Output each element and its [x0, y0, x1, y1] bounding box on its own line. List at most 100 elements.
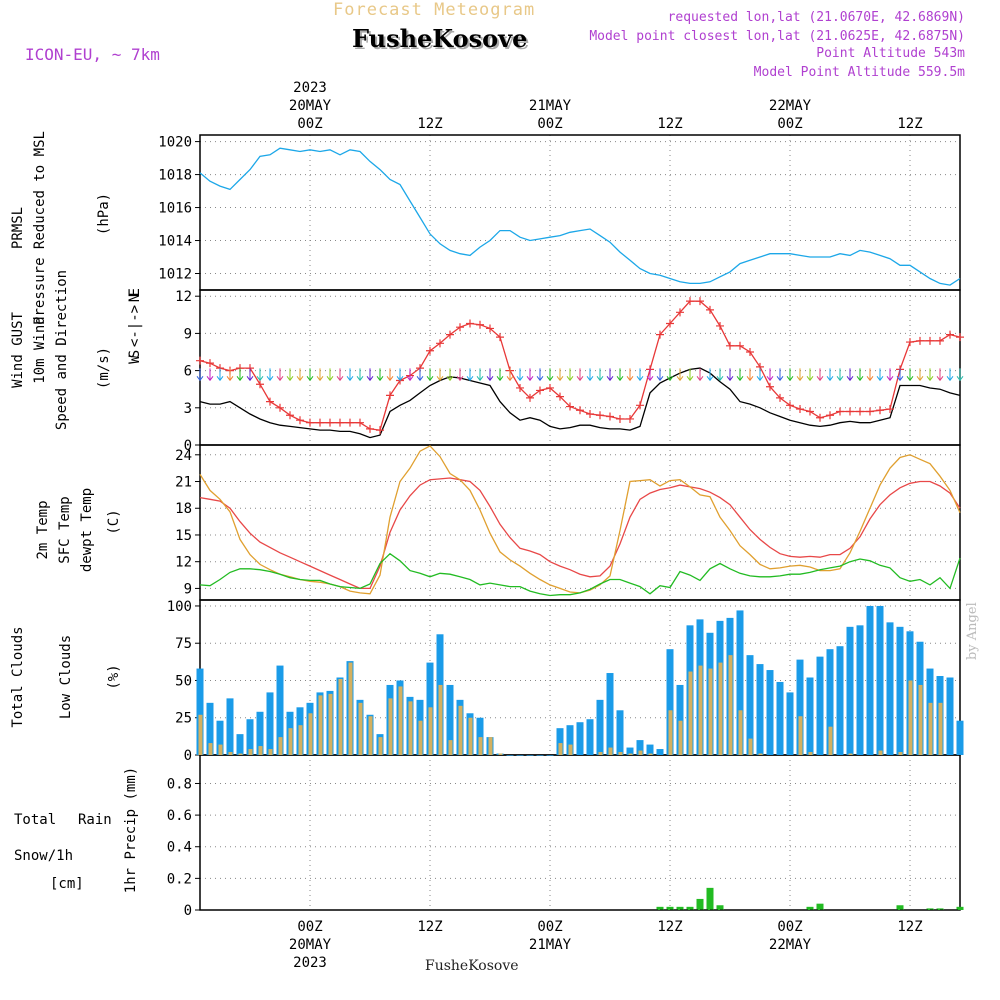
low-cloud-bar — [618, 752, 623, 755]
y-tick-label: 6 — [184, 364, 192, 380]
wind-direction-arrow — [296, 368, 304, 382]
low-cloud-bar — [408, 701, 413, 755]
y-tick-label: 0 — [184, 748, 192, 764]
low-cloud-bar — [378, 737, 383, 755]
gust-marker — [866, 407, 874, 416]
top-time-label: 21MAY — [529, 98, 572, 114]
y-tick-label: 0.6 — [167, 808, 192, 824]
gust-marker — [486, 324, 494, 333]
total-cloud-bar — [276, 665, 284, 755]
low-cloud-bar — [568, 744, 573, 755]
y-tick-label: 1016 — [158, 201, 192, 217]
gust-marker — [856, 407, 864, 416]
y-tick-label: 15 — [175, 528, 192, 544]
bottom-time-label: 00Z — [297, 919, 322, 935]
total-cloud-bar — [646, 744, 654, 755]
top-time-label: 22MAY — [769, 98, 812, 114]
wind-direction-arrow — [806, 368, 814, 382]
label-unit-c: (C) — [106, 509, 122, 534]
wind-direction-arrow — [836, 368, 844, 382]
top-time-label: 00Z — [537, 116, 562, 132]
total-cloud-bar — [206, 702, 214, 755]
wind-direction-arrow — [276, 368, 284, 382]
low-cloud-bar — [558, 743, 563, 755]
gust-marker — [706, 305, 714, 314]
rain-bar — [696, 898, 704, 910]
wind-direction-arrow — [236, 368, 244, 382]
prmsl-labels: PRMSL Pressure Reduced to MSL — [10, 131, 48, 325]
label-2m-temp: 2m Temp — [35, 500, 51, 559]
wind-direction-arrow — [956, 368, 964, 382]
wind-direction-arrow — [396, 368, 404, 382]
bottom-station-label: FusheKosove — [425, 958, 519, 974]
panel-frame — [199, 444, 961, 601]
rain-bar — [816, 903, 824, 910]
total-cloud-bar — [796, 659, 804, 755]
total-cloud-bar — [676, 684, 684, 755]
low-cloud-bar — [278, 737, 283, 755]
top-time-label: 12Z — [417, 116, 442, 132]
wind-direction-arrow — [216, 368, 224, 382]
wind-unit: (m/s) — [96, 347, 112, 389]
wind-direction-arrow — [796, 368, 804, 382]
low-cloud-bar — [428, 707, 433, 755]
compass-north: N — [127, 294, 143, 302]
panel-frame — [199, 754, 961, 911]
gust-marker — [626, 414, 634, 423]
low-cloud-bar — [218, 744, 223, 755]
wind-direction-arrow — [336, 368, 344, 382]
low-cloud-bar — [248, 749, 253, 755]
y-tick-label: 9 — [184, 581, 192, 597]
wind-direction-arrow — [846, 368, 854, 382]
low-cloud-bar — [918, 684, 923, 755]
total-cloud-bar — [806, 677, 814, 755]
wind-direction-arrow — [436, 368, 444, 382]
low-cloud-bar — [798, 716, 803, 755]
wind-direction-arrow — [196, 368, 204, 382]
y-tick-label: 9 — [184, 326, 192, 342]
wind-direction-arrow — [686, 368, 694, 382]
wind-direction-arrow — [376, 368, 384, 382]
label-unit-ms: (m/s) — [96, 347, 112, 389]
gust-marker — [746, 348, 754, 356]
total-cloud-bar — [196, 668, 204, 755]
low-cloud-bar — [208, 743, 213, 755]
total-cloud-bar — [746, 655, 754, 755]
y-tick-label: 0.4 — [167, 840, 192, 856]
bottom-time-label: 22MAY — [769, 937, 812, 953]
label-low-clouds: Low Clouds — [58, 635, 74, 719]
rain-bar — [896, 905, 904, 910]
top-time-label: 12Z — [657, 116, 682, 132]
rain-bar — [956, 906, 964, 910]
low-cloud-bar — [478, 737, 483, 755]
low-cloud-bar — [598, 752, 603, 755]
rain-bar — [936, 908, 944, 910]
total-cloud-bar — [226, 698, 234, 755]
y-tick-label: 25 — [175, 711, 192, 727]
wind-direction-arrow — [546, 368, 554, 382]
rain-bar — [926, 908, 934, 910]
top-time-label: 20MAY — [289, 98, 332, 114]
total-cloud-bar — [476, 717, 484, 755]
label-dewpt-temp: dewpt Temp — [79, 488, 95, 572]
low-cloud-bar — [418, 720, 423, 755]
bottom-time-label: 12Z — [417, 919, 442, 935]
total-cloud-bar — [896, 626, 904, 755]
wind-direction-arrow — [356, 368, 364, 382]
model-label: ICON-EU, ~ 7km — [25, 45, 160, 64]
cloud-unit: (%) — [106, 664, 122, 689]
total-cloud-bar — [956, 720, 964, 755]
total-cloud-bar — [826, 649, 834, 755]
total-cloud-bar — [606, 673, 614, 755]
temp-unit: (C) — [106, 509, 122, 534]
bottom-time-label: 12Z — [657, 919, 682, 935]
gust-marker — [366, 424, 374, 433]
wind-direction-arrow — [456, 368, 464, 382]
total-cloud-bar — [946, 677, 954, 755]
low-cloud-bar — [228, 752, 233, 755]
low-cloud-bar — [238, 753, 243, 755]
precip-unit: 1hr Precip (mm) — [123, 767, 139, 893]
wind-direction-arrow — [406, 368, 414, 382]
gust-marker — [376, 426, 384, 435]
panel-temperature: 9 12 15 18 21 24 — [175, 444, 961, 601]
